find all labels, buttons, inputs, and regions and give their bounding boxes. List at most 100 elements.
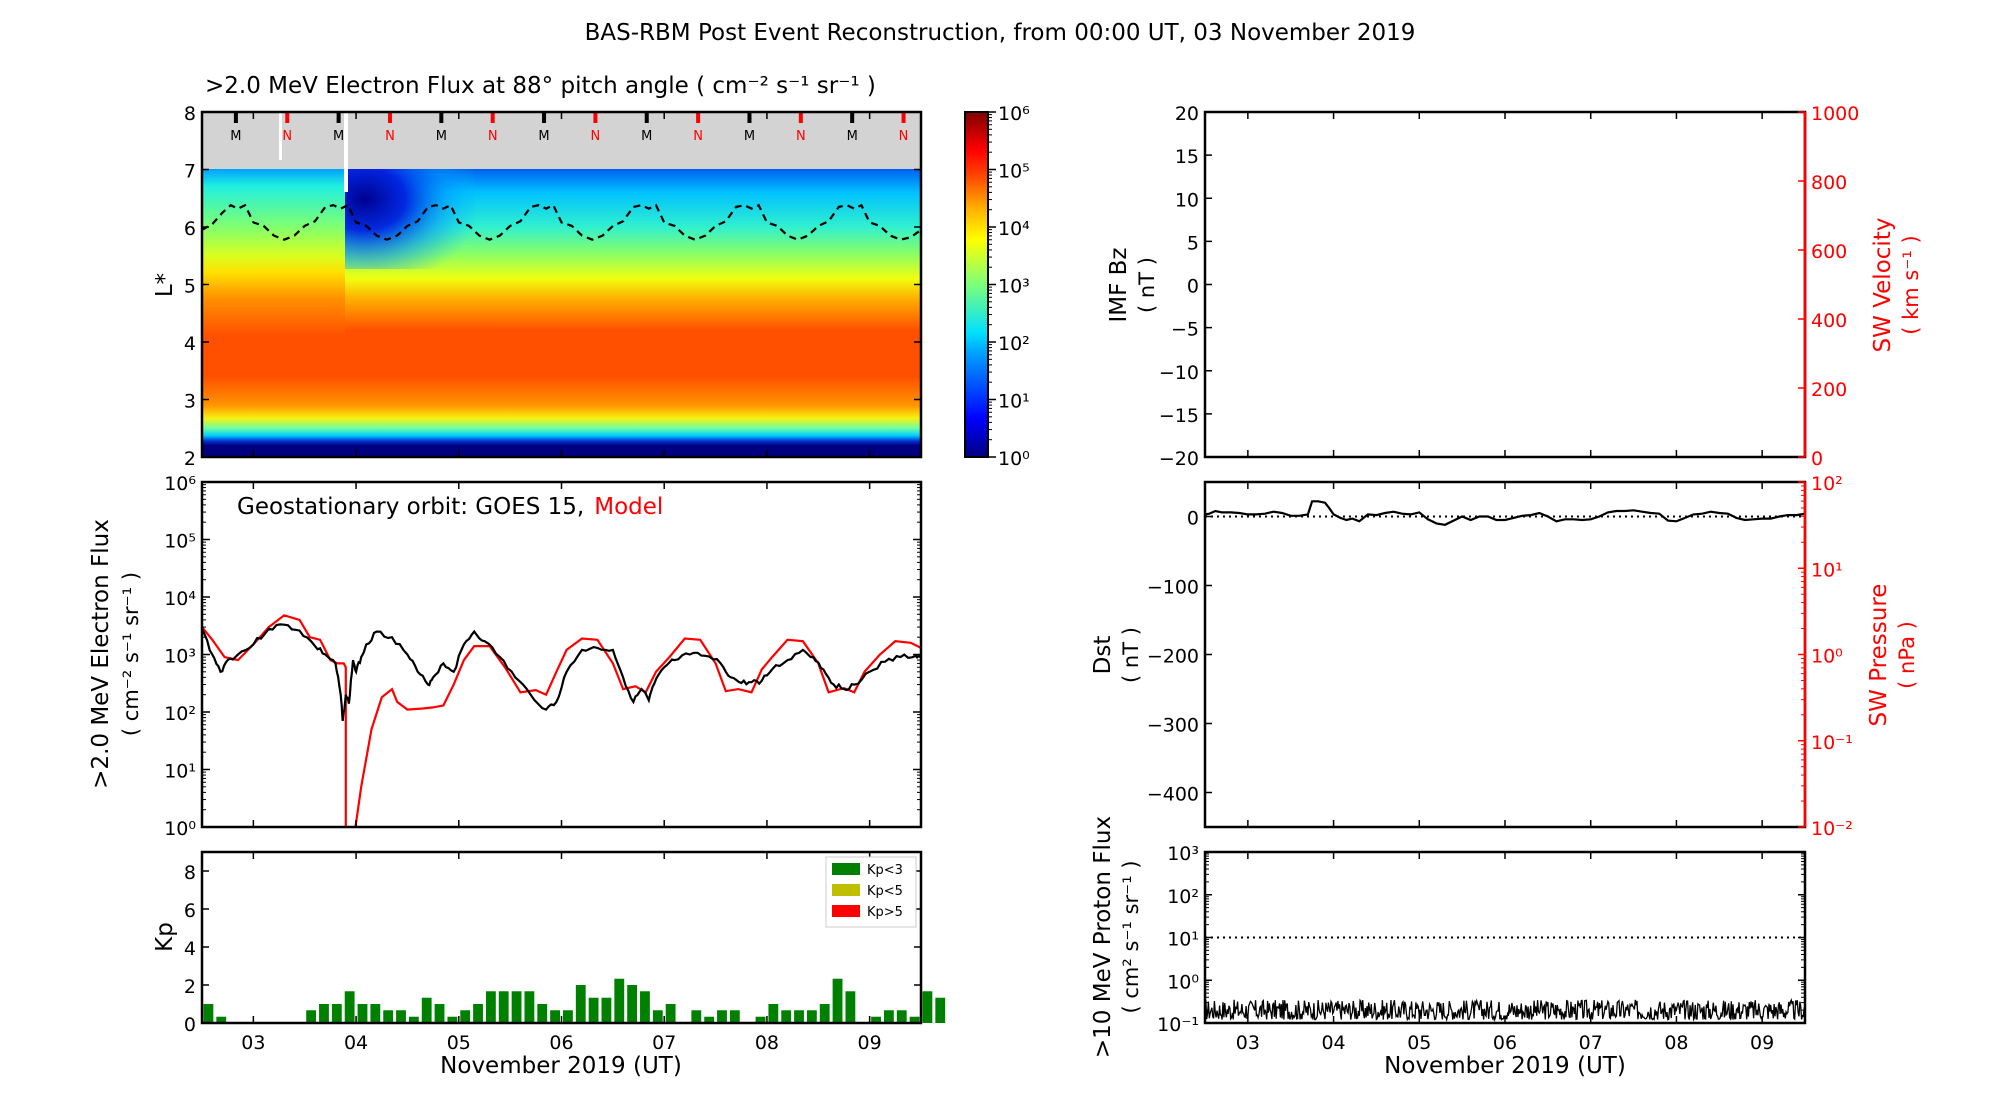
imf-y-ticks: −20 −15 −10 −5 0 5 10 15 20 [1159, 103, 1212, 470]
kp-bar [203, 1004, 214, 1023]
y-tick-label: −200 [1147, 646, 1199, 668]
y2-tick-label: 0 [1811, 448, 1823, 470]
midnight-marker-label: M [847, 129, 858, 144]
y-tick-label: 10 [1175, 189, 1199, 211]
imf-x-ticks [1247, 112, 1763, 457]
y-tick-label: 0 [1187, 508, 1199, 530]
y-tick-label: 8 [184, 103, 196, 125]
x-tick-label: 08 [755, 1032, 779, 1054]
goes-ylabel: >2.0 MeV Electron Flux [88, 519, 114, 789]
y-tick-label: 5 [1187, 232, 1199, 254]
y-tick-label: 6 [184, 218, 196, 240]
colorbar: 10⁰ 10¹ 10² 10³ 10⁴ 10⁵ 10⁶ [964, 103, 1030, 470]
lstar-panel: >2.0 MeV Electron Flux at 88° pitch angl… [152, 73, 923, 470]
mn-marker-tick [490, 113, 495, 123]
kp-bar [832, 978, 843, 1023]
y-tick-label: 7 [184, 161, 196, 183]
y-tick-label: 10³ [1167, 843, 1199, 865]
figure-title: BAS-RBM Post Event Reconstruction, from … [585, 20, 1416, 46]
colorbar-tick-label: 10⁵ [998, 161, 1030, 183]
goes-x-ticks [252, 482, 871, 827]
x-tick-label: 03 [241, 1032, 265, 1054]
lstar-y-ticks: 2 3 4 5 6 7 8 [184, 103, 921, 470]
kp-y-ticks: 0 2 4 6 8 [184, 862, 921, 1036]
x-tick-label: 03 [1236, 1032, 1260, 1054]
mn-marker-tick [285, 113, 290, 123]
y-tick-label: 10⁴ [164, 588, 196, 610]
kp-bar [473, 1004, 483, 1023]
kp-bar [935, 997, 946, 1023]
no-data-band [202, 112, 921, 169]
kp-bar [845, 991, 856, 1023]
heatmap-pre-event [202, 169, 350, 457]
left-xlabel: November 2019 (UT) [440, 1053, 682, 1079]
kp-bar [627, 985, 638, 1023]
midnight-marker-label: M [333, 129, 344, 144]
sw-pressure-units: ( nPa ) [1895, 621, 1919, 689]
y-tick-label: −15 [1159, 405, 1199, 427]
kp-bar [537, 1004, 548, 1023]
sw-velocity-units: ( km s⁻¹ ) [1899, 235, 1923, 334]
x-tick-label: 07 [1579, 1032, 1603, 1054]
y-tick-label: 10² [164, 703, 196, 725]
dst-y-ticks: −400 −300 −200 −100 0 [1147, 508, 1212, 806]
noon-marker-label: N [693, 129, 703, 144]
kp-bar [396, 1010, 406, 1023]
x-tick-label: 04 [344, 1032, 368, 1054]
lstar-x-ticks [252, 112, 871, 457]
kp-bar [563, 1010, 573, 1023]
colorbar-tick-label: 10⁴ [998, 218, 1030, 240]
kp-bar [460, 1010, 471, 1023]
goes15-flux-line [202, 623, 921, 722]
kp-bar [794, 1010, 804, 1023]
noon-marker-label: N [282, 129, 292, 144]
data-gap-marker [279, 112, 282, 160]
x-tick-label: 09 [858, 1032, 882, 1054]
kp-bars [203, 978, 946, 1023]
imf-axes-frame [1203, 110, 1807, 459]
y-tick-label: 10⁰ [164, 818, 196, 840]
kp-bar [575, 985, 586, 1023]
kp-bar [370, 1004, 381, 1023]
proton-y-ticks: 10⁻¹ 10⁰ 10¹ 10² 10³ [1157, 843, 1805, 1036]
dst-axes-frame [1203, 480, 1807, 829]
y-tick-label: −400 [1147, 784, 1199, 806]
mn-marker-tick [901, 113, 906, 123]
colorbar-tick-label: 10² [998, 333, 1030, 355]
kp-bar [306, 1010, 317, 1023]
y-tick-label: 5 [184, 276, 196, 298]
y2-tick-label: 400 [1811, 310, 1847, 332]
kp-legend-label-1: Kp<5 [867, 884, 903, 899]
y-tick-label: −5 [1171, 319, 1199, 341]
dst-ylabel-units: ( nT ) [1119, 627, 1143, 683]
y2-tick-label: 1000 [1811, 103, 1859, 125]
kp-bar [485, 991, 496, 1023]
kp-bar [601, 997, 612, 1023]
data-gap-marker [344, 112, 348, 192]
kp-bar [344, 991, 355, 1023]
imf-panel: −20 −15 −10 −5 0 5 10 15 20 0 200 400 600 800 1000 IM… [1106, 103, 1923, 470]
sw-pressure-label: SW Pressure [1866, 584, 1892, 727]
y-tick-label: 10⁰ [1167, 971, 1199, 993]
x-tick-label: 06 [549, 1032, 573, 1054]
lstar-title: >2.0 MeV Electron Flux at 88° pitch angl… [205, 73, 876, 99]
y-tick-label: −10 [1159, 362, 1199, 384]
kp-bar [614, 978, 625, 1023]
mn-marker-tick [593, 113, 598, 123]
kp-bar [498, 991, 509, 1023]
dst-ylabel: Dst [1090, 636, 1116, 675]
y-tick-label: −300 [1147, 715, 1199, 737]
kp-bar [331, 1004, 342, 1023]
midnight-marker-label: M [641, 129, 652, 144]
imf-ylabel-units: ( nT ) [1135, 257, 1159, 313]
goes-ylabel-units: ( cm⁻² s⁻¹ sr⁻¹ ) [119, 572, 143, 736]
y-tick-label: 0 [184, 1014, 196, 1036]
kp-bar [768, 1004, 779, 1023]
x-tick-label: 08 [1664, 1032, 1688, 1054]
kp-bar [447, 1016, 458, 1023]
mn-marker-tick [696, 113, 701, 123]
kp-legend-swatch-1 [832, 884, 860, 896]
y-tick-label: 4 [184, 938, 196, 960]
